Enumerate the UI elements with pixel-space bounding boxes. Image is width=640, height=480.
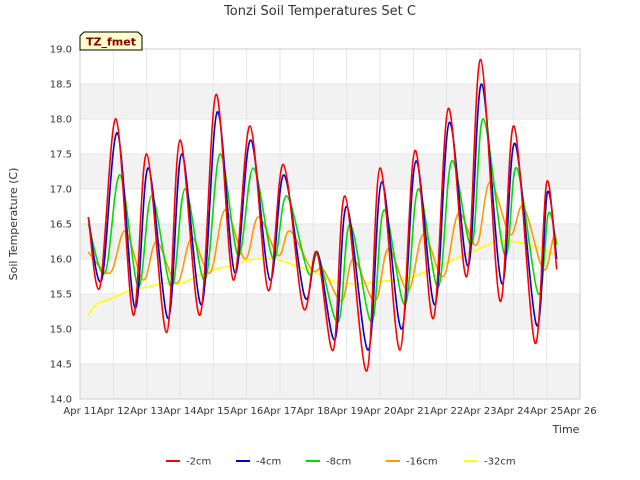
plot-bands (80, 84, 580, 399)
legend-label: -32cm (484, 457, 516, 468)
plot-frame (79, 48, 581, 400)
x-tick-label: Apr 16 (230, 406, 263, 417)
x-tick-label: Apr 25 (530, 406, 563, 417)
x-tick-label: Apr 17 (263, 406, 296, 417)
x-tick-label: Apr 23 (463, 406, 496, 417)
legend-item: -16cm (386, 457, 438, 468)
site-badge: TZ_fmet (79, 31, 143, 51)
x-tick-label: Apr 12 (97, 406, 130, 417)
y-tick-label: 18.5 (50, 80, 72, 91)
y-tick-label: 14.0 (50, 395, 72, 406)
legend-label: -8cm (326, 457, 351, 468)
x-axis-label: Time (552, 423, 580, 436)
series-line-2cm (87, 58, 558, 372)
legend-item: -2cm (166, 457, 211, 468)
chart-title: Tonzi Soil Temperatures Set C (223, 4, 416, 19)
y-axis-label: Soil Temperature (C) (7, 168, 20, 281)
y-axis-ticks: 14.0 14.5 15.0 15.5 16.0 16.5 17.0 17.5 18.0 18.5… (50, 45, 72, 406)
legend-item: -32cm (464, 457, 516, 468)
y-tick-label: 15.5 (50, 290, 72, 301)
y-tick-label: 18.0 (50, 115, 72, 126)
legend-label: -4cm (256, 457, 281, 468)
x-tick-label: Apr 26 (563, 406, 596, 417)
x-tick-label: Apr 22 (430, 406, 463, 417)
plot-band (80, 364, 580, 399)
y-tick-label: 17.0 (50, 185, 72, 196)
x-tick-label: Apr 14 (163, 406, 196, 417)
x-tick-label: Apr 13 (130, 406, 163, 417)
legend-label: -2cm (186, 457, 211, 468)
plot-band (80, 84, 580, 119)
x-tick-label: Apr 11 (63, 406, 96, 417)
y-tick-label: 19.0 (50, 45, 72, 56)
legend: -2cm -4cm -8cm -16cm -32cm (166, 457, 516, 468)
x-tick-label: Apr 19 (330, 406, 363, 417)
legend-item: -4cm (236, 457, 281, 468)
legend-item: -8cm (306, 457, 351, 468)
series-layer (87, 58, 558, 372)
x-tick-label: Apr 21 (397, 406, 430, 417)
y-tick-label: 16.0 (50, 255, 72, 266)
legend-label: -16cm (406, 457, 438, 468)
x-tick-label: Apr 20 (363, 406, 396, 417)
plot-band (80, 154, 580, 189)
x-tick-label: Apr 24 (497, 406, 530, 417)
site-badge-label: TZ_fmet (86, 36, 136, 49)
y-tick-label: 17.5 (50, 150, 72, 161)
site-badge-box (79, 31, 143, 51)
y-tick-label: 14.5 (50, 360, 72, 371)
x-axis-ticks: Apr 11 Apr 12 Apr 13 Apr 14 Apr 15 Apr 16 Apr … (63, 406, 596, 417)
y-tick-label: 16.5 (50, 220, 72, 231)
x-tick-label: Apr 18 (297, 406, 330, 417)
y-tick-label: 15.0 (50, 325, 72, 336)
x-tick-label: Apr 15 (197, 406, 230, 417)
